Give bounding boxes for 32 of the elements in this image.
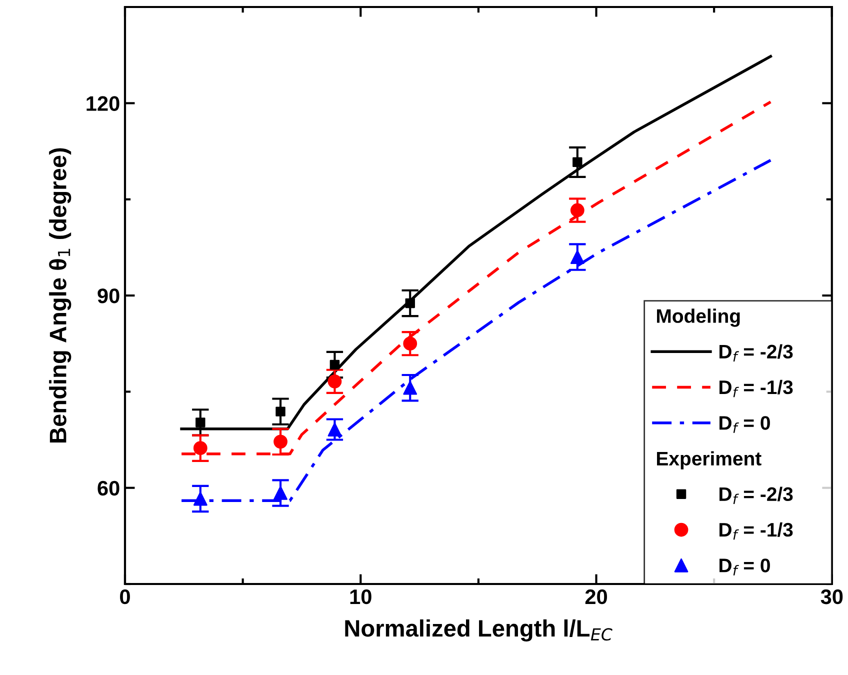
point xyxy=(193,441,208,456)
x-tick-label: 0 xyxy=(120,589,130,604)
point xyxy=(276,406,286,416)
point xyxy=(403,336,418,351)
point xyxy=(405,298,415,308)
legend-label: D$_{f}$ = -1/3 xyxy=(720,380,793,398)
point xyxy=(193,492,208,506)
point xyxy=(274,434,288,449)
legend-label: D$_{f}$ = -2/3 xyxy=(720,486,793,504)
y-tick-label: 90 xyxy=(98,288,120,304)
legend-label: D$_{f}$ = 0 xyxy=(720,558,770,576)
point xyxy=(196,418,206,428)
legend-label: D$_{f}$ = 0 xyxy=(720,416,770,433)
x-tick-label: 30 xyxy=(820,589,843,604)
text: Modeling xyxy=(657,308,740,327)
y-tick-label: 120 xyxy=(86,96,120,111)
point xyxy=(330,360,340,370)
text: Experiment xyxy=(657,451,762,470)
point xyxy=(274,486,288,500)
x-axis-title: Normalized Length l/L$_{EC}$ xyxy=(345,619,612,642)
point xyxy=(570,203,584,218)
point xyxy=(328,422,342,436)
legend-label: D$_{f}$ = -1/3 xyxy=(720,522,793,540)
y-axis-title: Bending Angle θ$_{1}$ (degree) xyxy=(49,148,72,442)
point xyxy=(403,380,418,395)
x-tick-label: 20 xyxy=(585,589,607,604)
point xyxy=(328,374,342,388)
x-tick-label: 10 xyxy=(350,589,372,604)
y-tick-label: 60 xyxy=(98,480,120,496)
legend-label: D$_{f}$ = -2/3 xyxy=(720,344,793,362)
point xyxy=(570,250,584,264)
point xyxy=(572,157,582,168)
